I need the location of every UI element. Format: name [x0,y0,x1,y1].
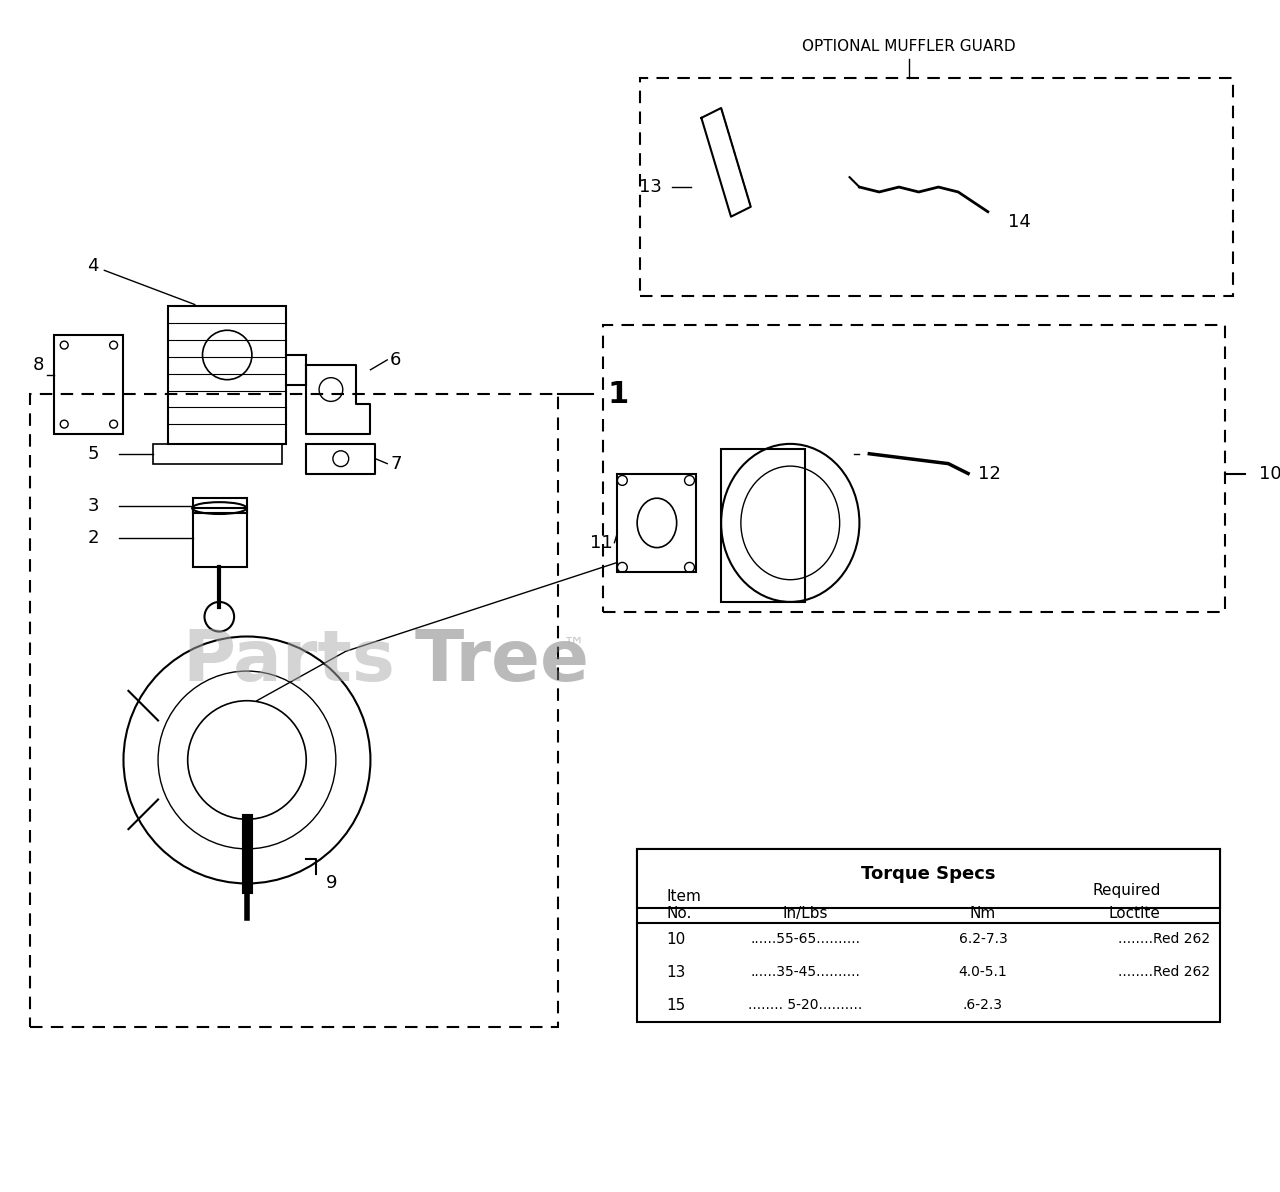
Text: In/Lbs: In/Lbs [782,906,828,920]
Text: 4.0-5.1: 4.0-5.1 [959,966,1007,980]
Text: No.: No. [667,906,692,920]
Bar [192,508,247,567]
Text: .6-2.3: .6-2.3 [963,998,1004,1012]
Text: 11: 11 [590,534,612,552]
Text: 14: 14 [1007,212,1030,230]
Bar [617,473,696,572]
Bar [637,849,1220,908]
Bar [637,849,1220,1022]
Text: 9: 9 [326,875,338,893]
Text: 4: 4 [87,257,195,305]
Text: ........Red 262: ........Red 262 [1117,932,1210,946]
Text: 12: 12 [978,465,1001,483]
Text: 7: 7 [390,454,402,473]
Text: ........Red 262: ........Red 262 [1117,966,1210,980]
Text: 8: 8 [33,356,45,374]
Text: 5: 5 [87,445,99,462]
Text: Tree: Tree [415,627,590,696]
Text: 3: 3 [87,497,99,515]
Text: 15: 15 [667,998,686,1013]
Text: ........ 5-20..........: ........ 5-20.......... [748,998,863,1012]
Text: Nm: Nm [970,906,996,920]
Bar [154,443,282,464]
Bar [192,498,247,513]
Bar [603,325,1225,611]
Text: 10: 10 [1260,465,1280,483]
Text: ......35-45..........: ......35-45.......... [750,966,860,980]
Text: Item: Item [667,889,701,904]
Text: ™: ™ [563,637,585,657]
Text: 13: 13 [639,178,662,195]
Text: 6: 6 [390,350,402,368]
Text: 2: 2 [87,529,99,547]
Bar [29,395,558,1026]
Text: 13: 13 [667,964,686,980]
Text: Parts: Parts [182,627,396,696]
Text: 10: 10 [667,932,686,946]
Text: 1: 1 [608,380,628,409]
Text: Required: Required [1092,883,1161,898]
Text: Loctite: Loctite [1108,906,1161,920]
Text: ......55-65..........: ......55-65.......... [750,932,860,946]
Bar [721,449,805,602]
Text: OPTIONAL MUFFLER GUARD: OPTIONAL MUFFLER GUARD [803,38,1015,54]
Text: 6.2-7.3: 6.2-7.3 [959,932,1007,946]
Bar [640,79,1233,296]
Bar [54,335,123,434]
Text: Torque Specs: Torque Specs [861,864,996,882]
Bar [168,305,287,443]
